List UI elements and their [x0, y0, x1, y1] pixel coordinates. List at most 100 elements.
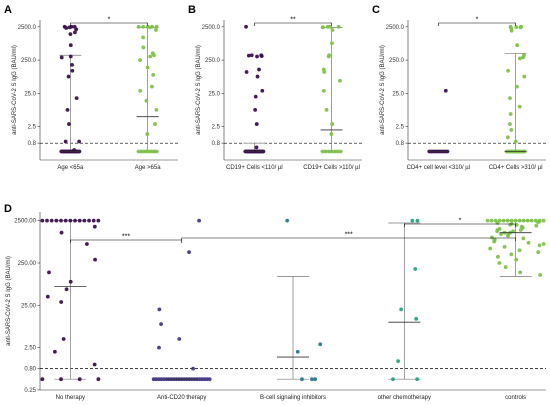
panel-a-data-point [148, 54, 153, 59]
panel-d-x-tick-label: B-cell signaling inhibitors [260, 395, 326, 401]
panel-d-data-point [497, 261, 502, 265]
panel-d-data-point [191, 366, 195, 371]
panel-d-data-point [538, 273, 543, 277]
panel-d-data-point [77, 377, 82, 382]
panel-a-data-point [70, 68, 75, 73]
panel-b-data-point [326, 54, 331, 59]
panel-c-data-point [522, 74, 527, 79]
panel-a-y-tick-label: 250.0 [21, 58, 37, 64]
panel-a-y-tick-label: 2.5 [28, 125, 37, 131]
panel-d-data-point [64, 287, 69, 292]
panel-d-data-point [45, 294, 50, 299]
panel-b-y-tick-label: 250.0 [205, 58, 221, 64]
panel-c-data-point [518, 25, 523, 30]
panel-a: A 0.8 2.5 25.0 250.0 2500.0 anti-SARS-CoV-2 S… [4, 4, 178, 171]
panel-a-data-point [144, 98, 149, 103]
panel-d-significance-label: *** [345, 232, 353, 239]
panel-a-data-point [154, 149, 159, 154]
panel-c-y-axis-label: anti-SARS-CoV-2 S IgG (BAU/ml) [380, 45, 386, 135]
panel-d-significance-bracket [181, 237, 516, 241]
panel-a-data-point [141, 45, 146, 50]
panel-c-data-point [508, 112, 513, 116]
panel-d-letter: D [4, 203, 12, 215]
panel-a-data-point [141, 35, 146, 40]
panel-d-x-tick-label: No therapy [56, 395, 85, 401]
panel-b-letter: B [188, 4, 196, 16]
panel-b-x-tick-label: CD19+ Cells <110/ µl [226, 165, 283, 171]
panel-a-data-point [59, 55, 64, 60]
panel-d-data-point [91, 218, 96, 223]
panel-b-data-point [259, 54, 264, 58]
panel-d-data-point [521, 218, 526, 223]
panel-a-significance-bracket [70, 22, 148, 26]
panel-d-data-point [82, 218, 87, 223]
panel-d-data-point [415, 218, 420, 223]
panel-d-data-point [40, 218, 45, 223]
panel-a-significance-label: * [108, 17, 111, 24]
panel-d-data-point [495, 221, 500, 225]
panel-a-data-point [67, 122, 71, 126]
panel-d-data-point [541, 218, 546, 223]
panel-c-data-point [521, 55, 525, 60]
panel-b-y-tick-label: 2500.0 [202, 25, 221, 31]
panel-d-data-point [529, 218, 534, 223]
panel-a-x-tick-label: Age >65a [135, 165, 162, 171]
panel-b-y-axis-label: anti-SARS-CoV-2 S IgG (BAU/ml) [196, 45, 202, 135]
panel-a-data-point [68, 54, 73, 59]
panel-d-data-point [68, 279, 73, 284]
panel-b-data-point [257, 67, 261, 72]
panel-a-data-point [67, 25, 72, 30]
panel-d-data-point [536, 250, 541, 255]
panel-d-y-tick-label: 25.00 [21, 303, 37, 309]
panel-d-y-tick-label: 0.80 [24, 367, 36, 373]
panel-d-data-point [295, 349, 300, 354]
panel-a-data-point [154, 107, 159, 112]
panel-a-data-point [148, 25, 153, 30]
panel-d-data-point [526, 240, 531, 245]
panel-b-data-point [324, 107, 329, 112]
panel-d-data-point [45, 218, 49, 223]
panel-d-data-point [514, 222, 519, 227]
panel-d-data-point [399, 307, 404, 312]
panel-a-data-point [145, 132, 150, 136]
panel-a-data-point [138, 58, 142, 62]
panel-d-data-point [521, 236, 526, 241]
panel-d-data-point [47, 270, 51, 275]
panel-d-data-point [59, 218, 63, 223]
panel-b-data-point [323, 149, 328, 154]
panel-b-significance-bracket [254, 22, 332, 26]
panel-a-y-tick-label: 25.0 [24, 91, 36, 97]
panel-a-data-point [65, 107, 70, 112]
panel-c-x-tick-label: CD4+ Cells >310/ µl [489, 165, 543, 171]
panel-d-data-point [485, 218, 490, 223]
panel-a-data-point [77, 139, 82, 144]
panel-d-significance-bracket [404, 223, 516, 227]
panel-b-data-point [335, 149, 340, 154]
panel-b-data-point [321, 88, 326, 93]
panel-b-data-point [244, 70, 249, 74]
panel-d-data-point [187, 250, 191, 255]
panel-b-data-point [253, 94, 258, 99]
panel-b-x-tick-label: CD19+ Cells >110/ µl [303, 165, 360, 171]
panel-c-y-tick-label: 25.0 [392, 91, 404, 97]
panel-a-data-point [68, 43, 73, 48]
panel-d-y-tick-label: 0.25 [24, 388, 36, 394]
panel-d-data-point [413, 267, 418, 271]
panel-d-data-point [157, 345, 161, 350]
panel-d-data-point [73, 218, 77, 223]
panel-d-data-point [514, 257, 519, 262]
panel-d-data-point [505, 218, 510, 223]
panel-c-data-point [509, 28, 514, 33]
panel-a-letter: A [4, 4, 12, 16]
panel-d-data-point [517, 218, 522, 223]
panel-d-plot: 0.25 0.80 2.50 25.00 250.00 2500.00 anti-SARS-… [6, 212, 546, 401]
panel-d-data-point [92, 362, 97, 367]
panel-d-data-point [159, 322, 163, 327]
panel-d-data-point [537, 243, 542, 248]
panel-b-data-point [254, 145, 259, 150]
panel-a-data-point [70, 62, 74, 67]
panel-a-data-point [154, 28, 158, 32]
panel-d-data-point [396, 359, 401, 364]
panel-d-y-tick-label: 2500.00 [14, 219, 36, 225]
